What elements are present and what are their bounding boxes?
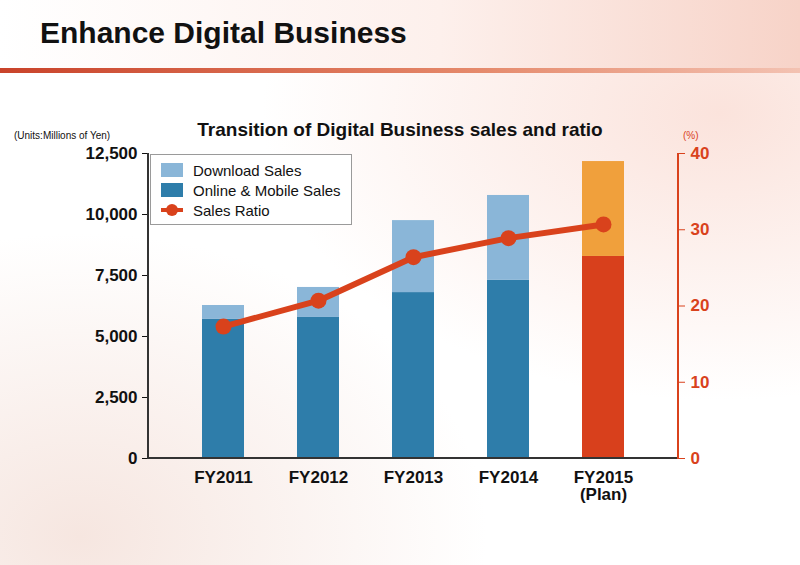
svg-text:FY2011: FY2011	[194, 468, 253, 487]
svg-text:FY2013: FY2013	[384, 468, 444, 487]
svg-text:5,000: 5,000	[95, 327, 138, 346]
svg-text:40: 40	[691, 144, 710, 163]
html-text:Download Sales: Download Sales	[193, 161, 302, 179]
svg-text:7,500: 7,500	[95, 266, 138, 285]
html-text:(Units:Millions of Yen): (Units:Millions of Yen)	[14, 130, 111, 141]
html-text:Online & Mobile Sales: Online & Mobile Sales	[193, 181, 341, 199]
svg-text:10: 10	[691, 373, 710, 392]
svg-text:FY2012: FY2012	[289, 468, 349, 487]
html-text:Sales Ratio: Sales Ratio	[193, 201, 270, 219]
svg-text:30: 30	[691, 220, 710, 239]
svg-text:20: 20	[691, 296, 710, 315]
svg-text:12,500: 12,500	[86, 144, 138, 163]
svg-text:FY2014: FY2014	[479, 468, 539, 487]
svg-text:10,000: 10,000	[86, 205, 138, 224]
svg-text:FY2015(Plan): FY2015(Plan)	[574, 468, 634, 504]
svg-text:2,500: 2,500	[95, 388, 138, 407]
svg-text:0: 0	[691, 449, 700, 468]
html-text:Transition of Digital Business: Transition of Digital Business sales and…	[197, 119, 603, 140]
html-text:Enhance Digital Business: Enhance Digital Business	[40, 16, 407, 49]
svg-text:0: 0	[128, 449, 137, 468]
